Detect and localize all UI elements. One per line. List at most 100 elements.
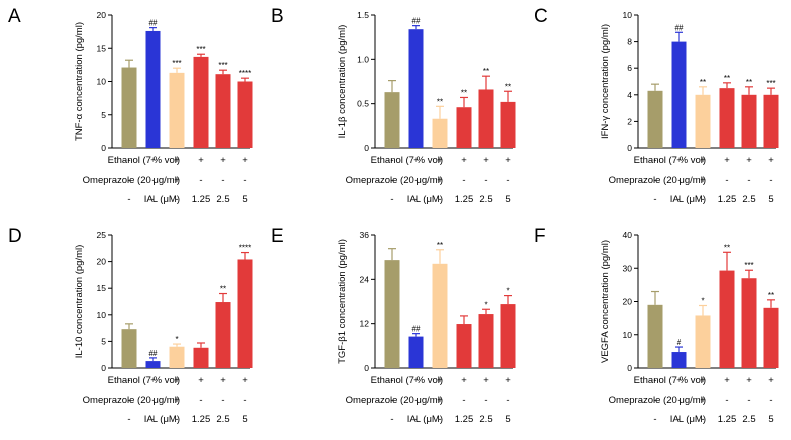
treatment-value: -	[677, 175, 680, 186]
treatment-value: +	[724, 375, 730, 386]
treatment-value: +	[174, 375, 180, 386]
treatment-value: -	[462, 175, 465, 186]
treatment-value: -	[653, 175, 656, 186]
bar	[432, 263, 448, 368]
significance-mark: ***	[196, 45, 205, 54]
significance-mark: *	[484, 300, 487, 309]
significance-mark: ****	[239, 244, 251, 253]
y-tick-label: 1.5	[357, 10, 369, 20]
treatment-value: -	[769, 175, 772, 186]
treatment-value: +	[413, 155, 419, 166]
y-axis-label: TNF-α concentration (pg/ml)	[74, 22, 85, 141]
y-tick-label: 12	[360, 319, 370, 329]
treatment-value: +	[676, 375, 682, 386]
y-tick-label: 0	[101, 363, 106, 373]
bar	[145, 30, 161, 148]
treatment-value: -	[243, 175, 246, 186]
bar	[384, 92, 400, 148]
significance-mark: ***	[218, 61, 227, 70]
y-tick-label: 10	[97, 77, 107, 87]
y-tick-label: 30	[623, 263, 633, 273]
treatment-row-label: Ethanol (7 % vol)	[371, 155, 443, 166]
bar	[671, 41, 687, 148]
treatment-value: -	[175, 414, 178, 425]
treatment-value: -	[390, 155, 393, 166]
treatment-value: -	[199, 175, 202, 186]
bar	[432, 118, 448, 148]
y-tick-label: 5	[101, 110, 106, 120]
treatment-value: +	[150, 375, 156, 386]
treatment-value: -	[484, 395, 487, 406]
significance-mark: **	[483, 67, 489, 76]
treatment-value: -	[151, 175, 154, 186]
treatment-value: +	[220, 375, 226, 386]
treatment-value: -	[127, 175, 130, 186]
y-tick-label: 0	[627, 143, 632, 153]
treatment-value: 2.5	[479, 414, 492, 425]
treatment-value: -	[243, 395, 246, 406]
treatment-value: 1.25	[455, 414, 474, 425]
treatment-row-label: IAL (μM)	[144, 194, 180, 205]
treatment-value: +	[483, 155, 489, 166]
treatment-value: +	[461, 155, 467, 166]
treatment-value: 2.5	[742, 194, 755, 205]
bar	[169, 72, 185, 148]
treatment-value: -	[701, 194, 704, 205]
treatment-value: -	[747, 395, 750, 406]
treatment-row-label: IAL (μM)	[407, 414, 443, 425]
treatment-value: -	[653, 194, 656, 205]
bar	[169, 346, 185, 368]
treatment-row-label: Ethanol (7 % vol)	[108, 155, 180, 166]
treatment-value: +	[505, 375, 511, 386]
treatment-value: +	[437, 155, 443, 166]
treatment-row-label: Omeprazole (20 μg/ml)	[346, 175, 443, 186]
y-tick-label: 0	[101, 143, 106, 153]
treatment-row-label: IAL (μM)	[407, 194, 443, 205]
treatment-value: -	[221, 175, 224, 186]
treatment-value: -	[151, 414, 154, 425]
treatment-value: -	[390, 175, 393, 186]
panel-d: D IL-10 concentration (pg/ml) 0 5 10 15 20 25 ##…	[8, 226, 253, 425]
significance-mark: ##	[412, 17, 421, 26]
treatment-value: 1.25	[718, 414, 737, 425]
bar	[763, 94, 779, 148]
y-tick-label: 0	[364, 363, 369, 373]
significance-mark: **	[220, 285, 226, 294]
treatment-value: -	[677, 194, 680, 205]
y-tick-label: 0.5	[357, 99, 369, 109]
bar	[741, 94, 757, 148]
y-tick-label: 15	[97, 283, 107, 293]
bar	[478, 314, 494, 368]
significance-mark: **	[505, 82, 511, 91]
treatment-value: +	[437, 375, 443, 386]
treatment-value: -	[414, 194, 417, 205]
treatment-value: 5	[242, 414, 247, 425]
treatment-value: 2.5	[479, 194, 492, 205]
significance-mark: **	[437, 97, 443, 106]
treatment-row-label: Ethanol (7 % vol)	[108, 375, 180, 386]
treatment-value: +	[483, 375, 489, 386]
y-tick-label: 2	[627, 116, 632, 126]
bar	[741, 278, 757, 368]
treatment-value: +	[437, 175, 443, 186]
treatment-value: 1.25	[192, 194, 211, 205]
bar	[763, 307, 779, 368]
treatment-value: 1.25	[718, 194, 737, 205]
treatment-row-label: Omeprazole (20 μg/ml)	[83, 175, 180, 186]
treatment-value: -	[151, 194, 154, 205]
significance-mark: ##	[149, 349, 158, 358]
treatment-value: -	[725, 175, 728, 186]
bar	[695, 94, 711, 148]
treatment-value: -	[653, 375, 656, 386]
treatment-value: 5	[768, 414, 773, 425]
treatment-row-label: IAL (μM)	[144, 414, 180, 425]
bar	[456, 324, 472, 368]
treatment-value: +	[746, 155, 752, 166]
panel-letter: A	[8, 6, 21, 27]
treatment-value: +	[768, 375, 774, 386]
significance-mark: ##	[412, 325, 421, 334]
treatment-value: -	[438, 194, 441, 205]
